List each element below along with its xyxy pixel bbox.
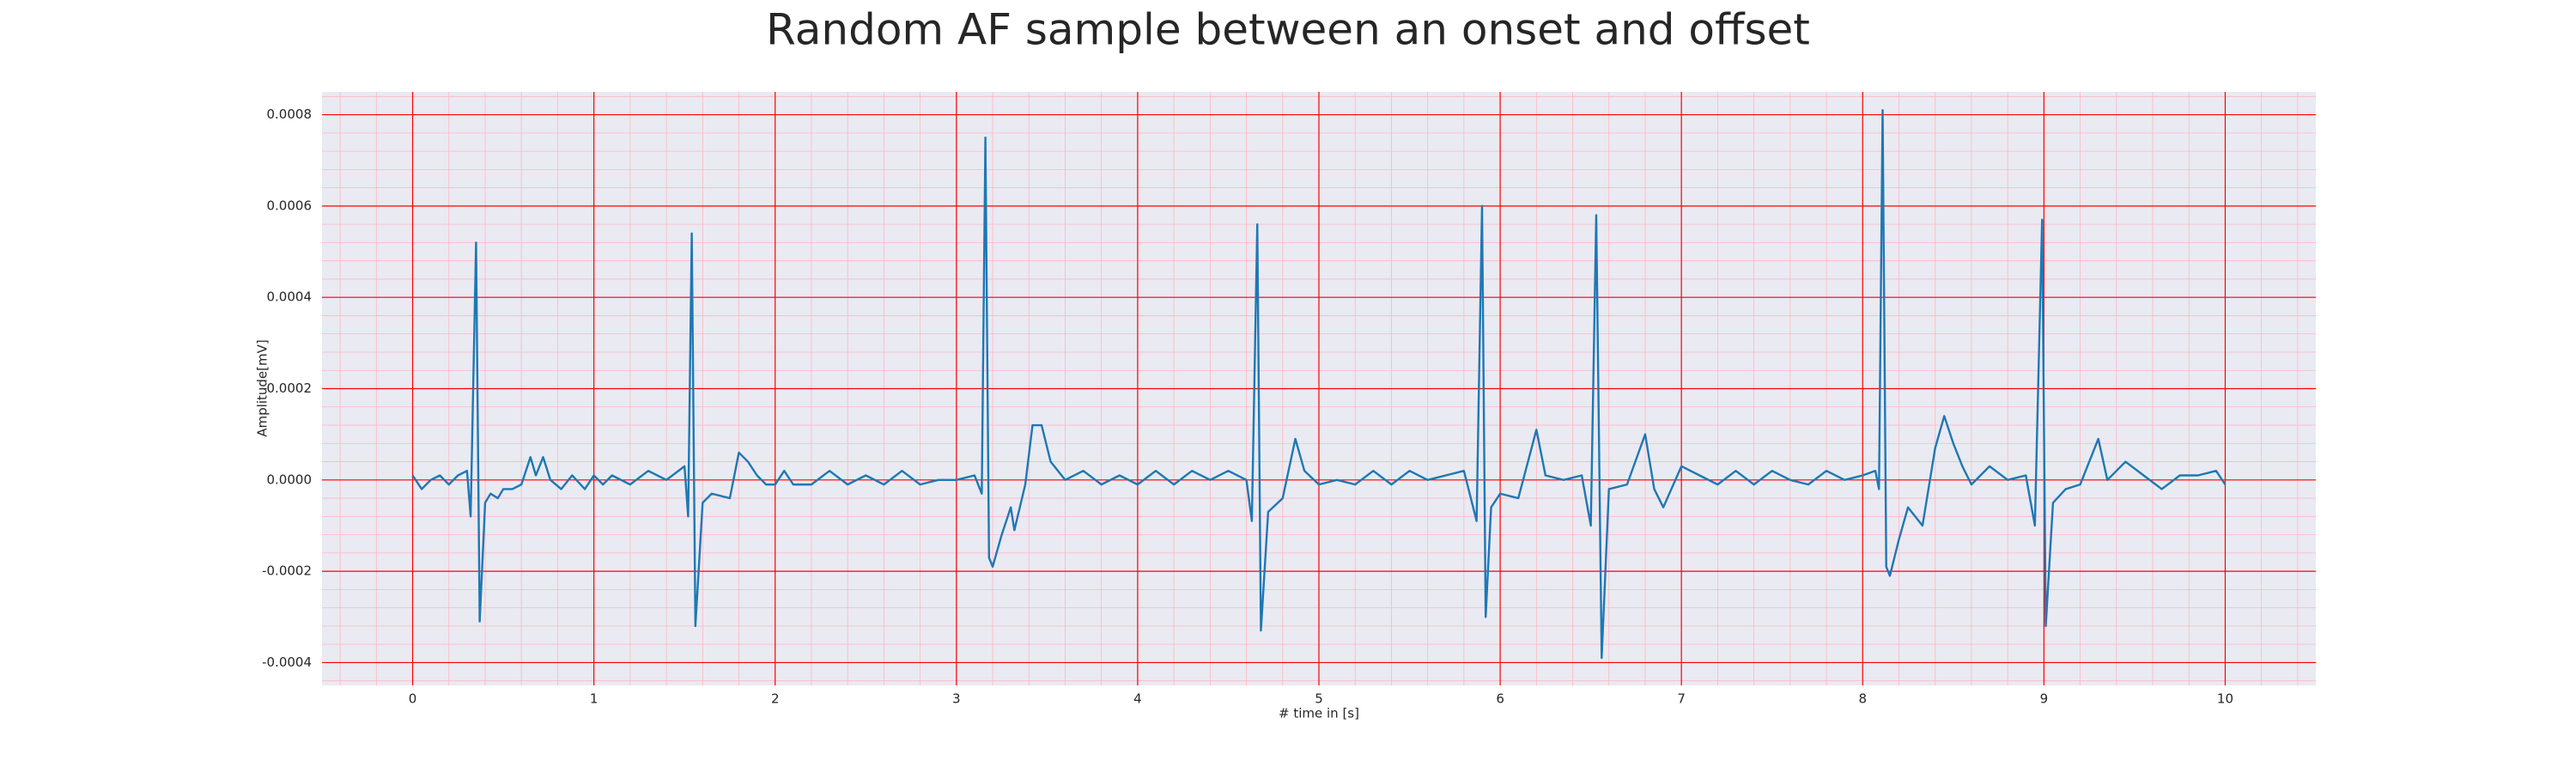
x-tick-label: 5 [1315, 691, 1323, 707]
y-tick-label: -0.0004 [262, 654, 312, 670]
x-tick-label: 10 [2217, 691, 2233, 707]
y-tick-label: 0.0006 [267, 198, 313, 213]
y-tick-label: 0.0004 [267, 289, 313, 305]
x-axis-label: # time in [s] [1279, 706, 1359, 721]
x-tick-label: 1 [590, 691, 598, 707]
data-line [411, 109, 2227, 660]
x-tick-label: 0 [409, 691, 417, 707]
y-tick-label: 0.0000 [267, 472, 313, 487]
x-tick-label: 4 [1133, 691, 1142, 707]
x-tick-label: 9 [2040, 691, 2049, 707]
y-tick-label: 0.0008 [267, 107, 313, 122]
x-tick-label: 7 [1677, 691, 1686, 707]
x-tick-label: 3 [952, 691, 961, 707]
x-tick-label: 6 [1496, 691, 1504, 707]
y-tick-label: -0.0002 [262, 563, 312, 579]
chart-title: Random AF sample between an onset and of… [766, 5, 1810, 55]
x-tick-label: 2 [771, 691, 780, 707]
y-axis-label: Amplitude[mV] [255, 339, 270, 436]
y-tick-label: 0.0002 [267, 380, 313, 396]
x-tick-label: 8 [1858, 691, 1867, 707]
